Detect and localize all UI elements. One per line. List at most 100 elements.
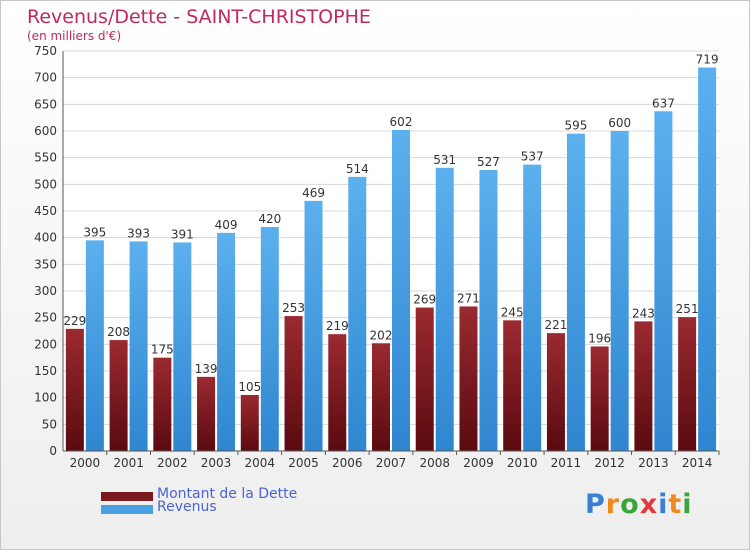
data-label-revenus: 420 bbox=[258, 212, 281, 226]
bar-dette bbox=[546, 333, 565, 451]
bar-revenus bbox=[566, 133, 585, 451]
data-label-revenus: 527 bbox=[477, 155, 500, 169]
data-label-revenus: 600 bbox=[608, 116, 631, 130]
data-label-dette: 253 bbox=[282, 301, 305, 315]
y-tick-label: 300 bbox=[34, 284, 57, 298]
data-label-dette: 269 bbox=[413, 293, 436, 307]
logo-letter: r bbox=[605, 489, 621, 520]
data-label-revenus: 391 bbox=[171, 227, 194, 241]
y-tick-label: 250 bbox=[34, 311, 57, 325]
x-tick-label: 2005 bbox=[288, 456, 319, 470]
x-tick-label: 2009 bbox=[463, 456, 494, 470]
y-tick-label: 550 bbox=[34, 151, 57, 165]
bar-dette bbox=[153, 357, 172, 451]
data-label-dette: 105 bbox=[238, 380, 261, 394]
x-tick-label: 2007 bbox=[376, 456, 407, 470]
x-tick-label: 2010 bbox=[507, 456, 538, 470]
bar-revenus bbox=[479, 169, 498, 451]
logo-letter: o bbox=[620, 489, 640, 520]
y-tick-label: 450 bbox=[34, 204, 57, 218]
data-label-revenus: 602 bbox=[390, 115, 413, 129]
logo-letter: t bbox=[668, 489, 683, 520]
data-label-revenus: 531 bbox=[433, 153, 456, 167]
y-tick-label: 50 bbox=[42, 417, 57, 431]
data-label-revenus: 719 bbox=[696, 53, 719, 67]
y-tick-label: 100 bbox=[34, 391, 57, 405]
legend-label-dette: Montant de la Dette bbox=[157, 486, 298, 502]
legend-swatch-dette bbox=[101, 492, 153, 501]
logo-letter: i bbox=[682, 489, 693, 520]
x-tick-label: 2001 bbox=[113, 456, 144, 470]
x-tick-label: 2002 bbox=[157, 456, 188, 470]
y-tick-label: 200 bbox=[34, 337, 57, 351]
data-label-dette: 229 bbox=[63, 314, 86, 328]
data-label-dette: 245 bbox=[501, 305, 524, 319]
grid bbox=[63, 50, 719, 452]
bars bbox=[65, 67, 717, 452]
x-tick-label: 2014 bbox=[682, 456, 713, 470]
y-tick-label: 350 bbox=[34, 257, 57, 271]
data-label-dette: 208 bbox=[107, 325, 130, 339]
x-tick-label: 2012 bbox=[594, 456, 625, 470]
data-label-revenus: 595 bbox=[564, 119, 587, 133]
data-label-revenus: 469 bbox=[302, 186, 325, 200]
x-tick-label: 2011 bbox=[551, 456, 582, 470]
axes: 0 50 100 150 200 250 300 350 400 450 500 550 600 650 7… bbox=[34, 44, 720, 470]
chart-subtitle: (en milliers d'€) bbox=[27, 29, 122, 43]
data-label-dette: 271 bbox=[457, 291, 480, 305]
y-tick-label: 0 bbox=[49, 444, 57, 458]
data-label-revenus: 514 bbox=[346, 162, 369, 176]
x-tick-label: 2008 bbox=[419, 456, 450, 470]
y-tick-label: 650 bbox=[34, 97, 57, 111]
bar-revenus bbox=[129, 241, 148, 451]
data-label-dette: 219 bbox=[326, 319, 349, 333]
logo-letter: x bbox=[639, 489, 659, 520]
bar-dette bbox=[197, 376, 216, 451]
bar-dette bbox=[109, 340, 128, 451]
y-tick-label: 400 bbox=[34, 231, 57, 245]
bar-dette bbox=[634, 321, 653, 451]
data-label-dette: 243 bbox=[632, 306, 655, 320]
data-label-revenus: 637 bbox=[652, 96, 675, 110]
bar-dette bbox=[284, 316, 303, 451]
data-label-dette: 202 bbox=[370, 328, 393, 342]
bar-revenus bbox=[173, 242, 192, 451]
bar-dette bbox=[415, 307, 434, 451]
bar-revenus bbox=[698, 67, 717, 452]
data-label-revenus: 537 bbox=[521, 150, 544, 164]
bar-dette bbox=[678, 317, 697, 451]
bar-dette bbox=[459, 306, 478, 451]
bar-revenus bbox=[610, 131, 629, 451]
x-tick-label: 2013 bbox=[638, 456, 669, 470]
bar-revenus bbox=[523, 164, 542, 451]
bar-dette bbox=[590, 346, 609, 451]
bar-dette bbox=[372, 343, 390, 451]
data-label-dette: 139 bbox=[195, 362, 218, 376]
bar-revenus bbox=[217, 232, 236, 451]
y-tick-label: 150 bbox=[34, 364, 57, 378]
x-tick-label: 2000 bbox=[70, 456, 101, 470]
data-label-revenus: 393 bbox=[127, 226, 150, 240]
bar-revenus bbox=[435, 167, 454, 452]
data-labels: 229 208 175 139 105 253 219 202 269 271 245 221 196 2… bbox=[63, 53, 718, 394]
chart-title: Revenus/Dette - SAINT-CHRISTOPHE bbox=[27, 6, 371, 28]
bar-revenus bbox=[304, 200, 323, 451]
bar-revenus bbox=[348, 176, 367, 451]
bar-dette bbox=[328, 334, 347, 451]
data-label-revenus: 395 bbox=[83, 225, 106, 239]
proxiti-logo: Proxiti bbox=[585, 489, 693, 520]
data-label-revenus: 409 bbox=[215, 218, 238, 232]
logo-letter: P bbox=[585, 489, 606, 520]
y-tick-label: 700 bbox=[34, 71, 57, 85]
legend-label-revenus: Revenus bbox=[157, 499, 217, 515]
bar-revenus bbox=[260, 227, 279, 451]
bar-revenus bbox=[654, 111, 673, 452]
x-tick-label: 2004 bbox=[245, 456, 276, 470]
y-tick-label: 600 bbox=[34, 124, 57, 138]
x-tick-label: 2003 bbox=[201, 456, 232, 470]
data-label-dette: 251 bbox=[676, 302, 699, 316]
y-tick-label: 750 bbox=[34, 44, 57, 58]
bar-revenus bbox=[85, 240, 104, 451]
legend-swatch-revenus bbox=[101, 505, 153, 514]
